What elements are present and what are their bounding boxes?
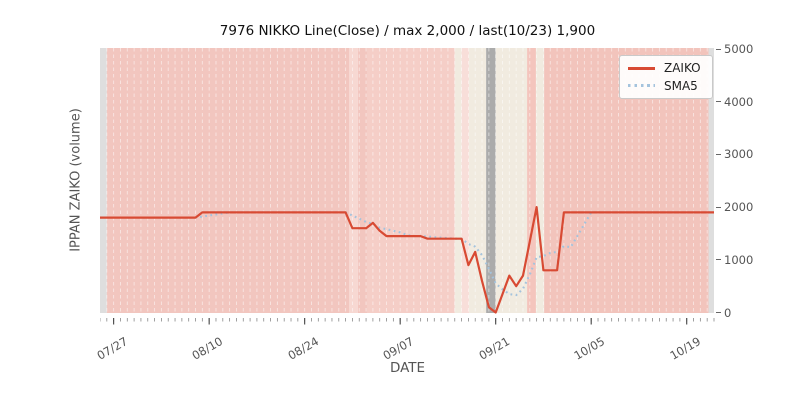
y-tick-label: 0 xyxy=(724,305,732,320)
background-band xyxy=(708,48,714,313)
y-tick-mark xyxy=(716,259,721,261)
y-tick-mark xyxy=(716,312,721,313)
legend: ZAIKO SMA5 xyxy=(619,55,713,99)
y-tick-label: 4000 xyxy=(724,94,754,109)
background-band xyxy=(535,48,545,313)
chart-title: 7976 NIKKO Line(Close) / max 2,000 / las… xyxy=(219,23,596,39)
background-band xyxy=(469,48,487,313)
x-tick-label: 10/05 xyxy=(571,334,608,363)
background-band xyxy=(495,48,528,313)
x-tick-label: 08/24 xyxy=(284,334,321,363)
x-axis-label: DATE xyxy=(389,360,426,376)
y-tick-mark xyxy=(716,153,721,155)
legend-item-sma5: SMA5 xyxy=(628,79,704,93)
background-band xyxy=(527,48,536,313)
y-tick-label: 2000 xyxy=(724,200,754,215)
legend-label-sma5: SMA5 xyxy=(664,78,698,93)
background-band xyxy=(486,48,496,313)
plot-area xyxy=(100,48,715,314)
legend-item-zaiko: ZAIKO xyxy=(628,61,704,75)
legend-label-zaiko: ZAIKO xyxy=(664,61,701,76)
zaiko-line xyxy=(100,206,714,314)
background-band xyxy=(367,48,455,313)
background-band xyxy=(100,48,107,313)
chart-canvas xyxy=(100,48,714,314)
x-tick-label: 09/07 xyxy=(380,334,417,363)
background-band xyxy=(106,48,350,313)
y-axis-label: IPPAN ZAIKO (volume) xyxy=(68,108,84,252)
zaiko-line-swatch-icon xyxy=(628,66,655,70)
x-tick-label: 08/10 xyxy=(189,334,226,363)
y-tick-label: 3000 xyxy=(724,147,754,162)
background-band xyxy=(357,48,368,313)
x-tick-label: 10/19 xyxy=(667,334,703,363)
x-axis-ticks xyxy=(99,313,715,325)
background-band xyxy=(349,48,358,313)
x-tick-label: 07/27 xyxy=(93,334,130,363)
background-band xyxy=(454,48,462,313)
y-tick-label: 1000 xyxy=(724,252,754,267)
background-band xyxy=(461,48,470,313)
sma5-line-swatch-icon xyxy=(628,84,655,88)
x-tick-label: 09/21 xyxy=(475,334,512,363)
y-tick-mark xyxy=(716,48,721,50)
x-tick-marks xyxy=(99,318,715,325)
y-tick-mark xyxy=(716,206,721,208)
y-tick-label: 5000 xyxy=(724,42,754,56)
y-tick-mark xyxy=(716,101,721,103)
